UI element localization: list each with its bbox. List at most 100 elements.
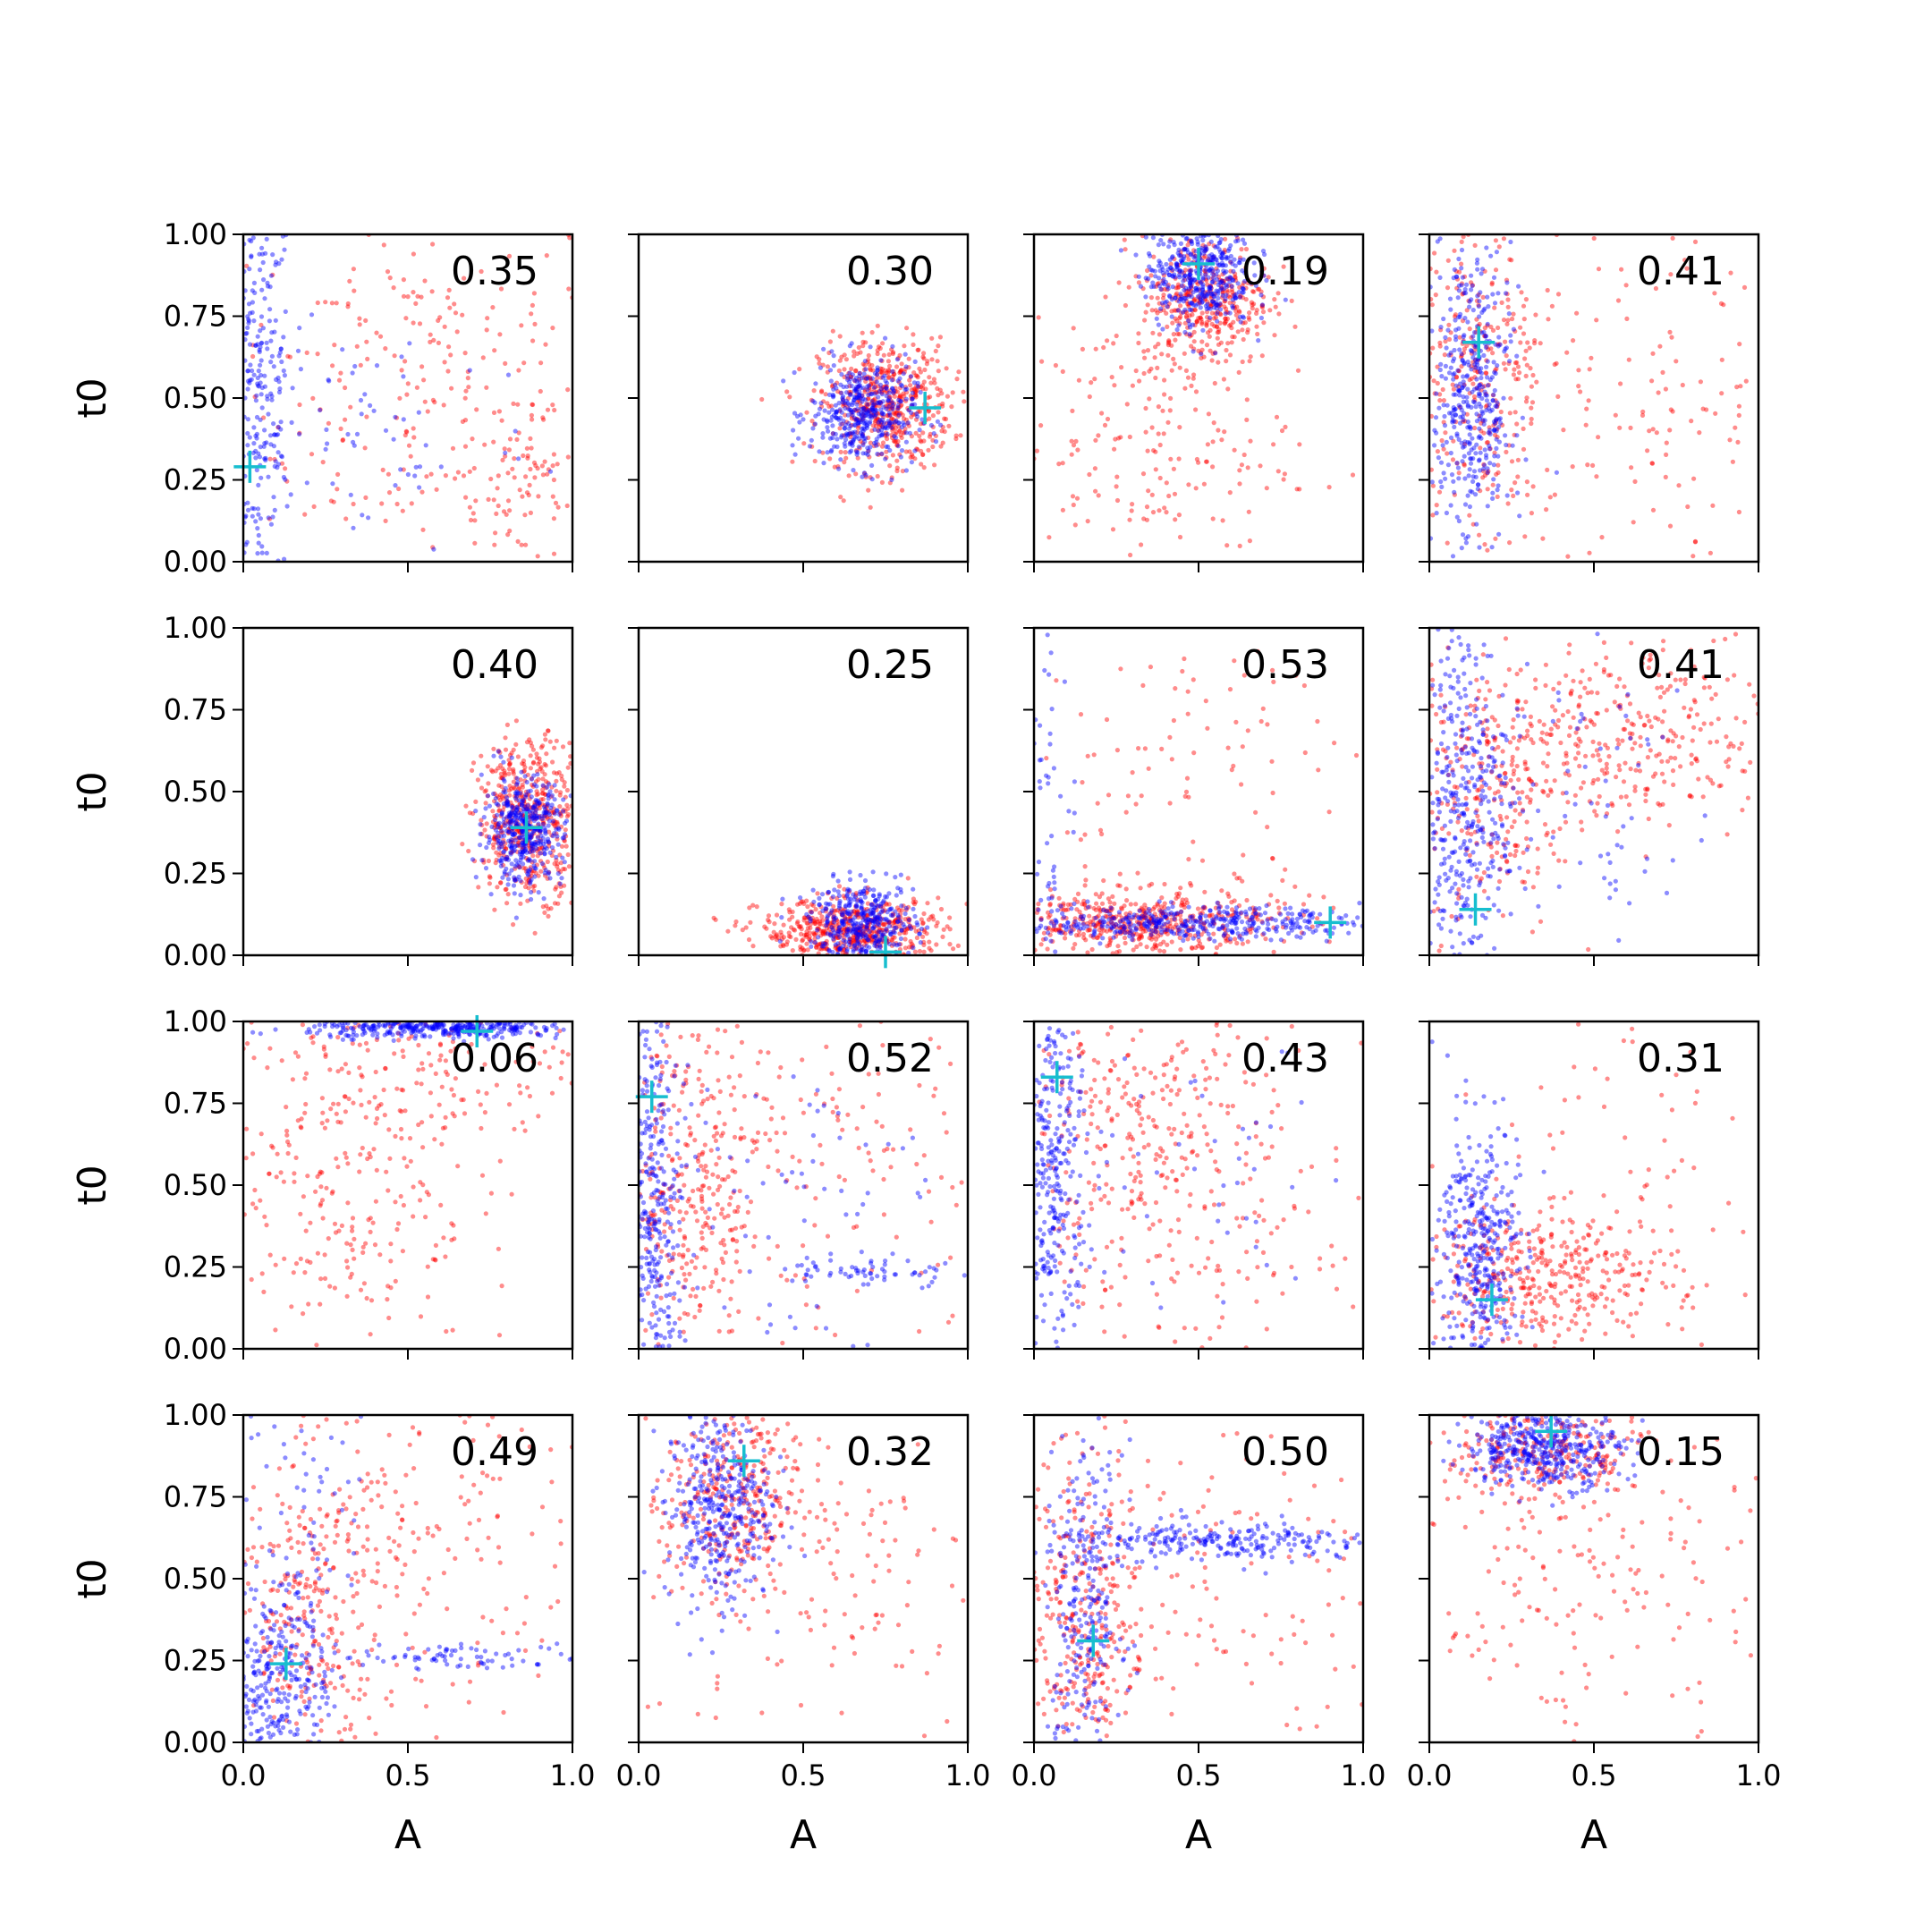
red-point [403,316,409,321]
blue-point [510,832,515,837]
red-point [1494,418,1499,423]
blue-point [1169,314,1174,319]
red-point [480,355,486,360]
red-point [1507,540,1513,546]
blue-point [867,886,872,893]
red-point [524,792,530,798]
red-point [1174,291,1180,296]
red-point [532,475,538,480]
blue-point [251,280,257,285]
blue-point [840,394,846,399]
red-point [891,417,896,422]
red-point [526,843,531,848]
red-point [930,437,936,443]
blue-point [852,922,857,928]
blue-point [1199,286,1206,292]
blue-point [250,505,255,511]
blue-point [259,340,265,345]
red-point [419,294,424,300]
blue-point [517,865,522,870]
red-point [1228,268,1233,274]
red-point [443,473,448,479]
red-point [876,929,881,935]
red-point [898,911,903,917]
red-point [1546,317,1551,322]
red-point [933,348,938,354]
red-point [798,924,803,929]
blue-point [245,325,250,330]
blue-point [1484,398,1489,403]
red-point [787,910,792,915]
blue-point [546,796,551,801]
blue-point [1177,268,1183,274]
blue-point [1457,388,1462,394]
blue-point [855,421,861,427]
red-point [1490,351,1496,356]
red-point [927,945,932,951]
red-point [889,404,895,410]
red-point [1501,360,1506,366]
red-point [1472,375,1478,380]
blue-point [1230,261,1235,267]
blue-point [559,876,564,881]
blue-point [901,921,906,928]
blue-point [1476,391,1482,396]
blue-point [835,941,841,946]
red-point [893,918,899,923]
red-point [506,813,512,818]
blue-point [1453,274,1459,279]
blue-point [282,556,287,562]
blue-point [1464,374,1470,379]
red-point [847,912,852,918]
red-point [479,818,484,823]
blue-point [1452,424,1457,429]
red-point [1591,235,1597,242]
red-point [530,860,535,865]
red-point [540,904,546,910]
red-point [1697,430,1702,436]
red-point [896,395,902,401]
blue-point [513,428,518,434]
red-point [919,917,924,922]
red-point [1448,352,1453,358]
red-point [1707,550,1713,555]
red-point [537,759,543,765]
blue-point [1485,504,1490,509]
blue-point [542,870,547,876]
blue-point [1198,297,1204,302]
red-point [507,820,513,826]
blue-point [869,918,875,923]
red-point [1216,428,1221,433]
red-point [267,516,273,521]
red-point [818,933,824,938]
blue-point [1495,363,1500,369]
blue-point [864,422,870,428]
red-point [902,385,909,390]
red-point [875,372,880,377]
red-point [1133,368,1139,374]
blue-point [1206,258,1211,263]
red-point [1177,321,1182,326]
red-point [849,939,854,945]
red-point [538,851,544,856]
red-point [1199,319,1205,325]
red-point [520,782,525,787]
blue-point [889,477,894,483]
blue-point [1182,287,1187,292]
blue-point [894,943,900,948]
blue-point [538,833,544,839]
red-point [511,771,516,776]
red-point [1205,330,1211,335]
blue-point [1476,394,1482,399]
red-point [1654,430,1659,436]
blue-point [512,875,517,880]
blue-point [792,369,797,376]
blue-point [253,433,258,438]
blue-point [830,928,835,933]
blue-point [1241,286,1246,292]
blue-point [274,432,279,437]
blue-point [872,407,878,412]
red-point [530,747,537,752]
red-point [473,498,479,504]
blue-point [1489,545,1495,550]
